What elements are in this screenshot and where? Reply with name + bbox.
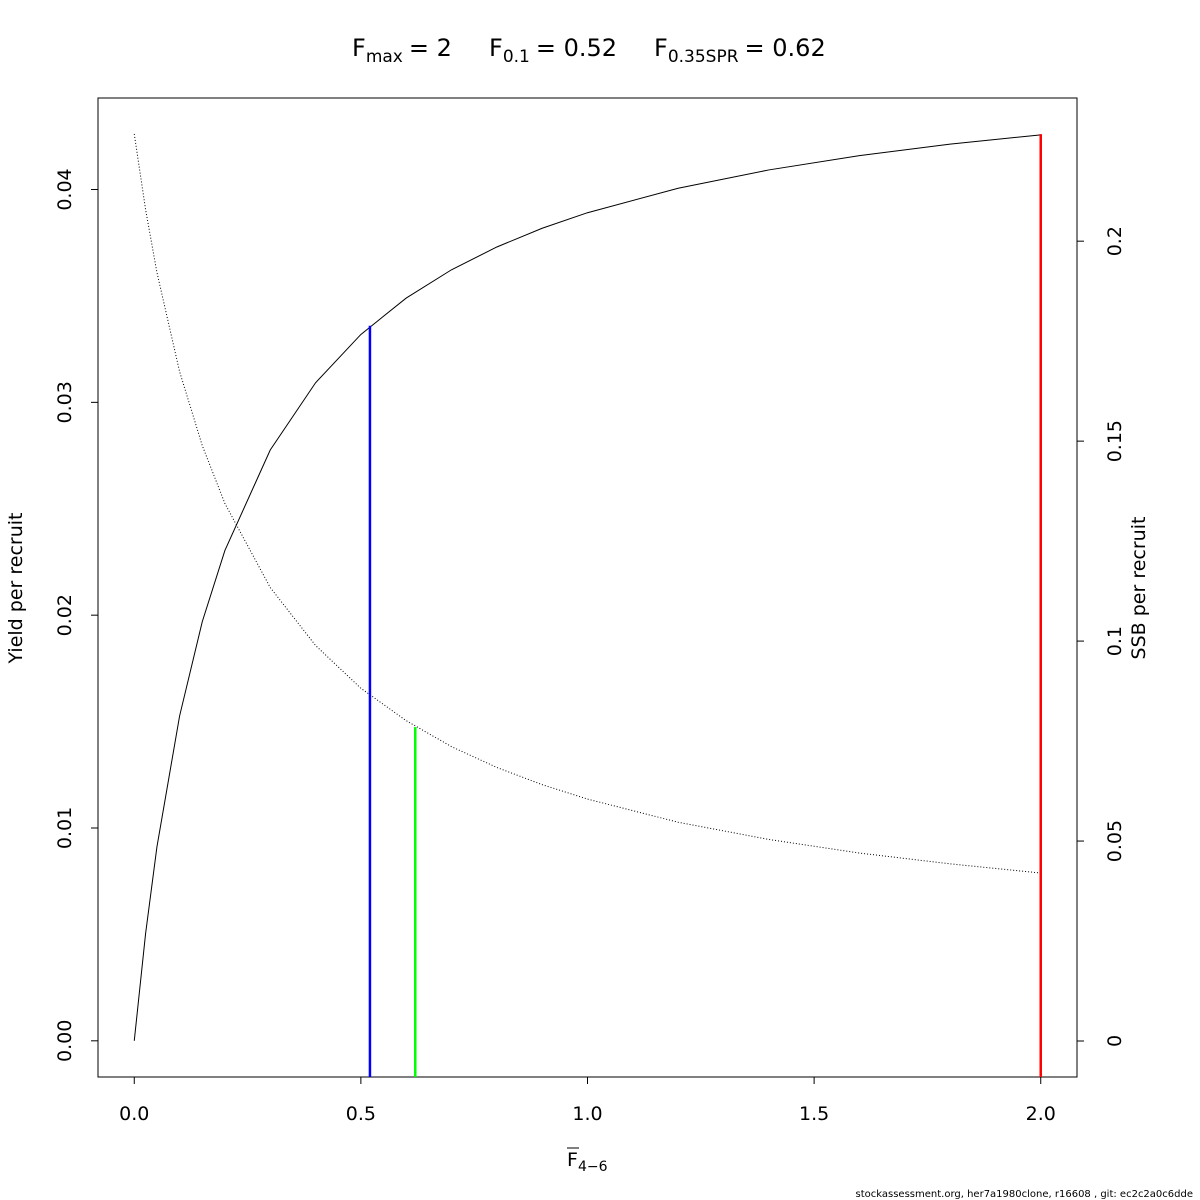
title-part: F0.35SPR = 0.62: [654, 34, 826, 67]
title-symbol: F: [352, 34, 366, 62]
y-tick-label: 0.01: [54, 807, 76, 849]
y2-axis-label: SSB per recruit: [1128, 517, 1150, 660]
title-subscript: 0.1: [503, 47, 530, 67]
x-label-subscript: 4−6: [578, 1159, 608, 1175]
title-subscript: 0.35SPR: [668, 47, 739, 67]
y-tick-label: 0.02: [54, 594, 76, 636]
title-value: = 2: [409, 34, 452, 62]
x-tick-label: 2.0: [1026, 1103, 1056, 1125]
title-value: = 0.62: [745, 34, 826, 62]
x-axis-label: F4−6: [567, 1149, 608, 1175]
x-tick-label: 1.0: [572, 1103, 602, 1125]
title-symbol: F: [654, 34, 668, 62]
y2-tick-label: 0.2: [1104, 226, 1126, 256]
title-value: = 0.52: [536, 34, 617, 62]
title-subscript: max: [366, 47, 403, 67]
title-part: Fmax = 2: [352, 34, 452, 67]
x-label-symbol: F: [567, 1149, 578, 1171]
y-tick-label: 0.00: [54, 1020, 76, 1062]
plot-frame: [97, 97, 1078, 1078]
y-axis-label: Yield per recruit: [5, 513, 27, 665]
y2-tick-label: 0.1: [1104, 626, 1126, 656]
title-part: F0.1 = 0.52: [489, 34, 617, 67]
footer: stockassessment.org, her7a1980clone, r16…: [856, 1189, 1193, 1200]
y2-tick-label: 0.15: [1104, 420, 1126, 462]
curve: [133, 133, 1041, 874]
y-tick-label: 0.04: [54, 168, 76, 210]
title-symbol: F: [489, 34, 503, 62]
x-tick-label: 0.0: [119, 1103, 149, 1125]
y2-tick-label: 0.05: [1104, 820, 1126, 862]
x-tick-label: 0.5: [346, 1103, 376, 1125]
y2-tick-label: 0: [1104, 1035, 1126, 1047]
curve: [133, 134, 1041, 1041]
y-tick-label: 0.03: [54, 381, 76, 423]
x-tick-label: 1.5: [799, 1103, 829, 1125]
